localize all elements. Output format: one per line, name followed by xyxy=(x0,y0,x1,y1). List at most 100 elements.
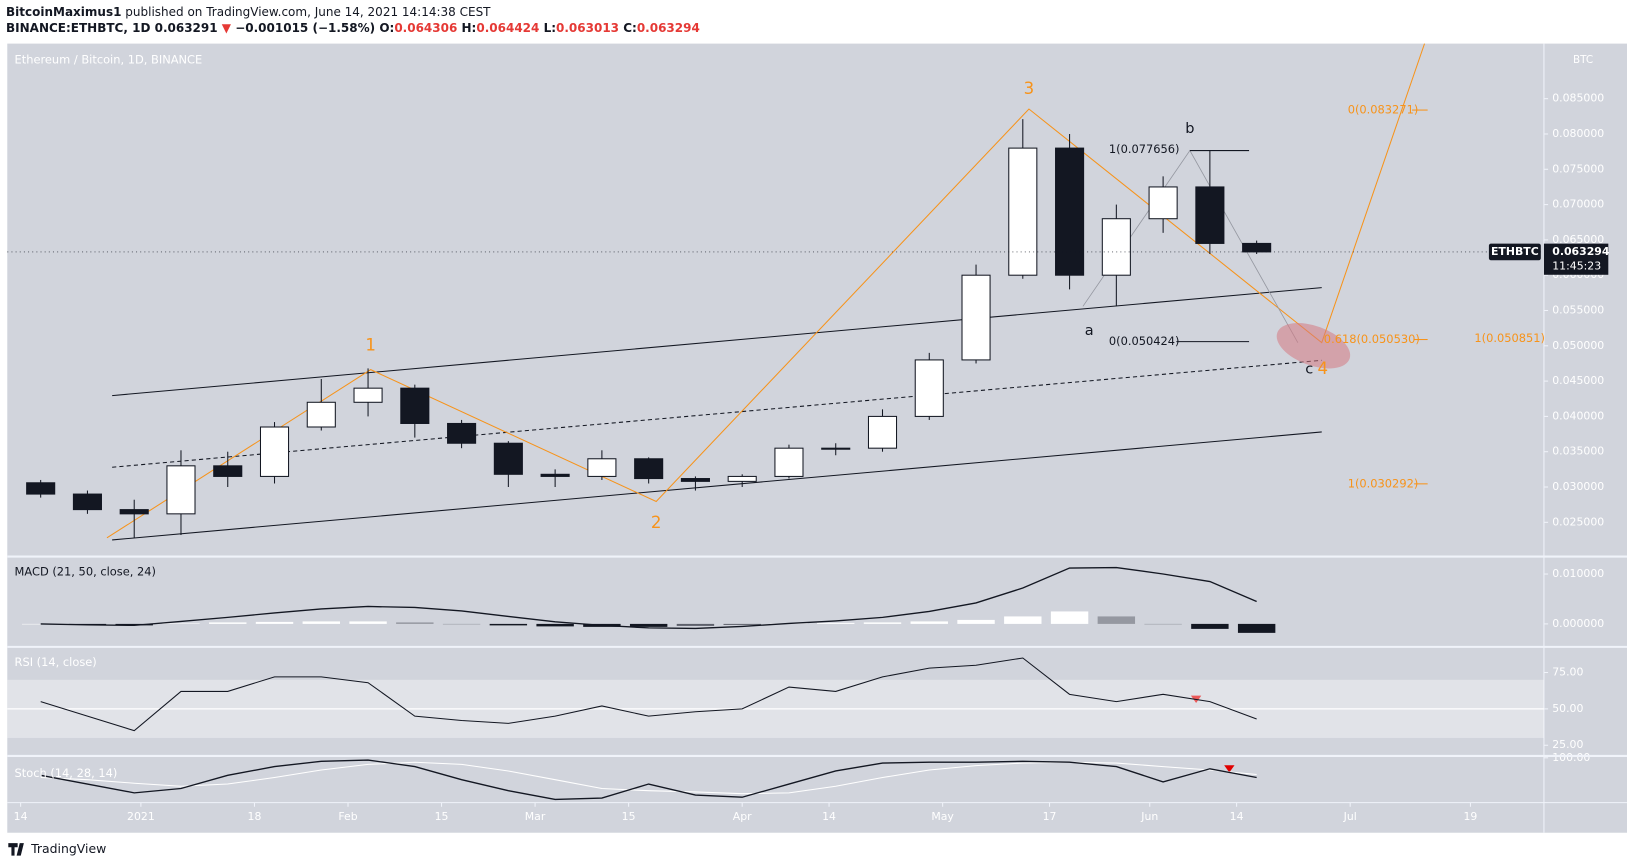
channel-top xyxy=(112,287,1322,397)
wave-label: 3 xyxy=(1024,79,1035,98)
histogram-bar xyxy=(957,619,995,624)
candle-body xyxy=(1008,147,1038,276)
l-label: L: xyxy=(543,21,557,35)
currency: BTC xyxy=(1573,54,1593,66)
histogram-bar xyxy=(255,621,294,624)
author: BitcoinMaximus1 xyxy=(6,5,122,19)
histogram-bar xyxy=(396,622,434,624)
histogram-bar xyxy=(1144,623,1182,625)
last: 0.063291 xyxy=(154,21,218,35)
candle-body xyxy=(213,465,243,477)
target-zone xyxy=(1276,323,1351,369)
histogram-bar xyxy=(349,621,387,624)
brand: TradingView xyxy=(8,841,106,856)
wave-label: 4 xyxy=(1317,359,1328,378)
candle-body xyxy=(867,415,898,449)
histogram-bar xyxy=(1004,616,1042,624)
histogram-bar xyxy=(489,623,528,626)
symbol-tag xyxy=(1488,243,1541,261)
countdown: 11:45:23 xyxy=(1552,259,1601,272)
candle-body xyxy=(1101,218,1131,276)
candle-body xyxy=(259,426,290,477)
wave-label: 1 xyxy=(365,335,376,354)
y-tick-label: 0.010000 xyxy=(1552,567,1604,580)
histogram-bar xyxy=(1191,623,1229,629)
fib-label: 1(0.030292) xyxy=(1348,476,1419,490)
pane-title: Stoch (14, 28, 14) xyxy=(15,766,118,780)
histogram-bar xyxy=(442,623,481,625)
y-tick-label: 0.040000 xyxy=(1552,409,1604,422)
o: 0.064306 xyxy=(394,21,458,35)
pane-title: RSI (14, close) xyxy=(15,655,97,669)
y-tick-label: 0.080000 xyxy=(1552,127,1604,140)
y-tick-label: 0.035000 xyxy=(1552,445,1604,458)
subwave-label: b xyxy=(1185,121,1194,137)
y-tick-label: 75.00 xyxy=(1552,666,1583,679)
x-tick-label: 15 xyxy=(435,810,449,823)
published: published on TradingView.com, June 14, 2… xyxy=(125,5,491,19)
candle-body xyxy=(634,458,664,480)
y-tick-label: 0.065000 xyxy=(1552,233,1604,246)
fib-label: 1(0.050851) xyxy=(1474,331,1545,345)
brand-name: TradingView xyxy=(30,841,106,856)
histogram-bar xyxy=(302,621,340,624)
k-line xyxy=(40,759,1257,801)
histogram-bar xyxy=(115,623,153,626)
brand-logo xyxy=(8,843,24,856)
channel-bottom xyxy=(112,431,1322,541)
candle-body xyxy=(540,473,570,477)
histogram-bar xyxy=(910,621,948,624)
x-tick-label: Mar xyxy=(525,810,546,823)
candle-body xyxy=(166,465,196,515)
header: BitcoinMaximus1 published on TradingView… xyxy=(6,4,700,36)
y-tick-label: 100.00 xyxy=(1552,751,1590,764)
x-tick-label: Jun xyxy=(1140,810,1158,823)
wave-path xyxy=(106,43,1426,539)
panes xyxy=(7,43,1627,833)
pane-title: Ethereum / Bitcoin, 1D, BINANCE xyxy=(15,53,203,67)
candle-body xyxy=(1055,147,1085,276)
candle-body xyxy=(727,475,757,482)
x-tick-label: May xyxy=(931,810,954,823)
c-label: C: xyxy=(623,21,637,35)
symbol: BINANCE:ETHBTC, 1D xyxy=(6,21,151,35)
y-tick-label: 0.030000 xyxy=(1552,480,1604,493)
x-tick-label: 19 xyxy=(1464,810,1478,823)
x-tick-label: 14 xyxy=(1230,810,1244,823)
x-tick-label: 14 xyxy=(822,810,836,823)
candle-body xyxy=(353,387,383,403)
x-tick-label: 15 xyxy=(622,810,636,823)
candle-body xyxy=(119,509,149,515)
histogram-bar xyxy=(1050,611,1089,624)
x-tick-label: 2021 xyxy=(127,810,155,823)
c: 0.063294 xyxy=(636,21,700,35)
candle-body xyxy=(72,493,102,511)
publish-line: BitcoinMaximus1 published on TradingView… xyxy=(6,4,700,20)
x-tick-label: Feb xyxy=(338,810,357,823)
y-tick-label: 0.085000 xyxy=(1552,92,1604,105)
histogram-bar xyxy=(1237,623,1276,633)
histogram-bar xyxy=(817,622,855,624)
y-tick-label: 0.070000 xyxy=(1552,198,1604,211)
price-tag xyxy=(1543,243,1609,275)
y-tick-label: 0.055000 xyxy=(1552,304,1604,317)
candle-body xyxy=(1242,242,1272,253)
y-tick-label: 25.00 xyxy=(1552,738,1583,751)
x-tick-label: Jul xyxy=(1343,810,1357,823)
symbol-tag-label: ETHBTC xyxy=(1491,245,1539,258)
pane-title: MACD (21, 50, close, 24) xyxy=(15,565,156,579)
histogram-bar xyxy=(629,623,668,627)
histogram-bar xyxy=(209,622,247,624)
fib-label: 0(0.050424) xyxy=(1109,334,1180,348)
histogram-bar xyxy=(536,623,574,627)
candle-body xyxy=(1195,186,1225,244)
candle-body xyxy=(447,422,477,444)
x-tick-label: 14 xyxy=(14,810,28,823)
y-tick-label: 0.045000 xyxy=(1552,374,1604,387)
signal-arrow xyxy=(1224,765,1235,773)
arrow: ▼ xyxy=(221,21,232,35)
pane-titles: Ethereum / Bitcoin, 1D, BINANCE MACD (21… xyxy=(15,53,1594,780)
candle-body xyxy=(821,447,851,450)
